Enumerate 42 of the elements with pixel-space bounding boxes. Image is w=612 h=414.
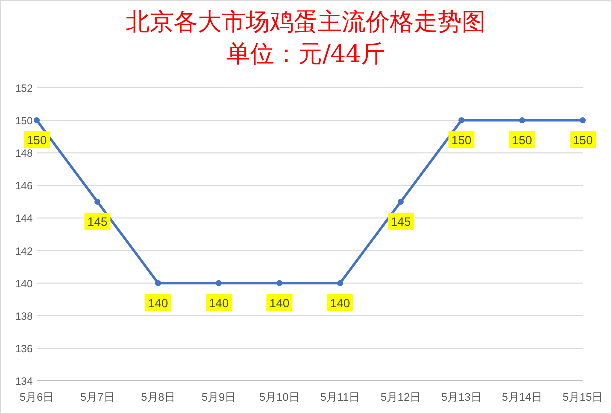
y-tick-label: 148 bbox=[15, 148, 34, 160]
point bbox=[34, 118, 40, 124]
x-tick-label: 5月8日 bbox=[141, 392, 176, 404]
chart-subtitle: 单位：元/44斤 bbox=[226, 40, 386, 68]
data-label: 140 bbox=[148, 296, 169, 310]
data-label: 140 bbox=[270, 296, 290, 310]
y-tick-label: 146 bbox=[15, 180, 34, 193]
point bbox=[155, 280, 162, 286]
y-tick-label: 138 bbox=[15, 310, 34, 323]
point bbox=[216, 280, 222, 286]
point bbox=[458, 118, 465, 124]
y-tick-label: 140 bbox=[15, 278, 34, 290]
x-tick-label: 5月15日 bbox=[562, 392, 604, 404]
x-tick-label: 5月11日 bbox=[320, 392, 360, 404]
data-label: 150 bbox=[26, 134, 48, 148]
y-tick-label: 134 bbox=[15, 376, 34, 388]
point bbox=[276, 280, 283, 286]
data-label: 150 bbox=[572, 134, 594, 148]
x-tick-label: 5月13日 bbox=[441, 392, 482, 404]
point bbox=[398, 198, 404, 205]
data-label: 140 bbox=[208, 296, 230, 310]
x-tick-label: 5月6日 bbox=[20, 392, 54, 404]
data-label: 150 bbox=[452, 134, 472, 148]
y-tick-label: 142 bbox=[15, 246, 34, 258]
point bbox=[519, 118, 526, 124]
point bbox=[580, 118, 586, 124]
y-tick-label: 144 bbox=[15, 213, 34, 226]
x-tick-label: 5月12日 bbox=[380, 392, 422, 404]
point bbox=[94, 198, 101, 205]
x-tick-label: 5月10日 bbox=[259, 392, 300, 404]
data-label: 145 bbox=[88, 214, 108, 229]
y-tick-label: 136 bbox=[15, 343, 34, 356]
data-label: 140 bbox=[330, 296, 351, 310]
data-label: 150 bbox=[512, 134, 533, 148]
point bbox=[337, 280, 344, 286]
data-label: 145 bbox=[390, 214, 412, 229]
x-tick-label: 5月7日 bbox=[80, 392, 115, 404]
chart-title: 北京各大市场鸡蛋主流价格走势图 bbox=[126, 8, 486, 36]
y-tick-label: 150 bbox=[15, 116, 34, 128]
y-tick-label: 152 bbox=[15, 83, 34, 95]
x-tick-label: 5月14日 bbox=[502, 392, 543, 404]
x-tick-label: 5月9日 bbox=[202, 392, 236, 404]
